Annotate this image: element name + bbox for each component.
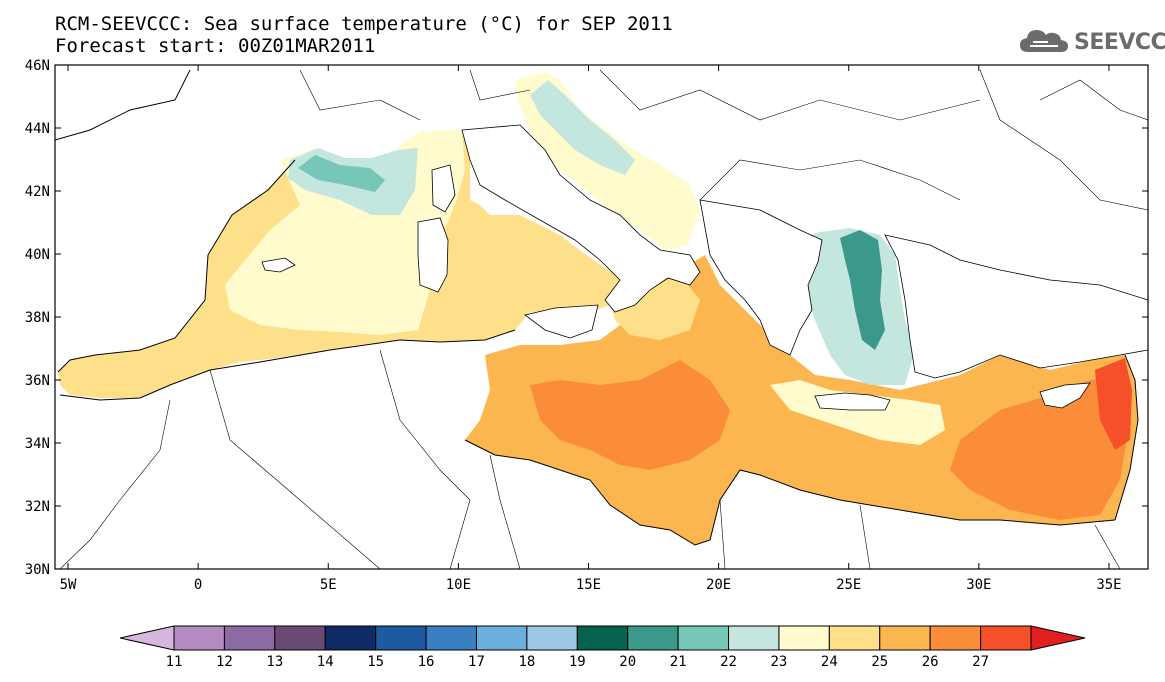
sea-levantine-hot: [1095, 358, 1132, 450]
sea-ionian-light: [610, 275, 700, 340]
sea-crete-light: [770, 380, 945, 445]
lat-tick-label: 44N: [25, 121, 50, 137]
colorbar-under-triangle: [119, 625, 175, 651]
colorbar-label: 16: [418, 654, 435, 670]
cloud-icon: [1020, 30, 1068, 52]
sea-adriatic-cool: [530, 80, 635, 175]
colorbar-label: 25: [871, 654, 888, 670]
land-italy: [461, 124, 701, 313]
lat-tick-label: 42N: [25, 184, 50, 200]
colorbar-swatch: [828, 625, 881, 651]
seevccc-logo: SEEVCCC: [1018, 26, 1165, 58]
colorbar-swatch: [677, 625, 730, 651]
colorbar-label: 13: [266, 654, 283, 670]
colorbar-label: 14: [317, 654, 334, 670]
land-sicily: [524, 304, 599, 339]
colorbar-swatch: [929, 625, 982, 651]
colorbar-swatch: [425, 625, 477, 651]
lon-tick-label: 30E: [966, 577, 991, 593]
longitude-ticks: 5W 0 5E 10E 15E 20E 25E 30E 35E: [60, 65, 1122, 593]
colorbar-swatch: [526, 625, 578, 651]
colorbar-label: 11: [166, 654, 183, 670]
latitude-ticks: 30N 32N 34N 36N 38N 40N 42N 44N 46N: [25, 58, 1148, 578]
lon-tick-label: 0: [194, 577, 202, 593]
colorbar-label: 20: [619, 654, 636, 670]
logo-text: SEEVCCC: [1074, 30, 1165, 55]
colorbar-label: 27: [972, 654, 989, 670]
colorbar-label: 26: [922, 654, 939, 670]
lat-tick-label: 40N: [25, 247, 50, 263]
land-crete: [814, 392, 891, 411]
colorbar-label: 23: [771, 654, 788, 670]
chart-subtitle: Forecast start: 00Z01MAR2011: [55, 35, 376, 57]
lat-tick-label: 38N: [25, 310, 50, 326]
colorbar-label: 18: [518, 654, 535, 670]
colorbar-label: 15: [367, 654, 384, 670]
lat-tick-label: 46N: [25, 58, 50, 74]
lat-tick-label: 36N: [25, 373, 50, 389]
colorbar-swatch: [173, 625, 225, 651]
colorbar-label: 21: [670, 654, 687, 670]
land-turkey-coast: [884, 234, 1148, 379]
colorbar-swatch: [223, 625, 276, 651]
colorbar-label: 12: [216, 654, 233, 670]
sea-aegean-cold: [840, 230, 885, 350]
colorbar-label: 24: [821, 654, 838, 670]
land-greece: [699, 199, 823, 356]
colorbar-swatch: [475, 625, 528, 651]
lon-tick-label: 15E: [576, 577, 601, 593]
colorbar-swatch: [274, 625, 326, 651]
land-sardinia: [417, 217, 449, 293]
chart-title: RCM-SEEVCCC: Sea surface temperature (°C…: [55, 13, 673, 35]
lon-tick-label: 10E: [446, 577, 471, 593]
colorbar-swatch: [627, 625, 679, 651]
sea-gulf-of-lion-cold: [298, 155, 385, 192]
lon-tick-label: 25E: [836, 577, 861, 593]
colorbar-swatch: [879, 625, 931, 651]
lon-tick-label: 5E: [320, 577, 337, 593]
colorbar-swatch: [778, 625, 830, 651]
colorbar-label: 17: [468, 654, 485, 670]
colorbar-swatch: [728, 625, 780, 651]
lat-tick-label: 30N: [25, 562, 50, 578]
sea-warm-core-1: [530, 360, 730, 470]
colorbar-label: 19: [569, 654, 586, 670]
lon-tick-label: 5W: [60, 577, 77, 593]
colorbar-swatch: [576, 625, 629, 651]
land-corsica: [431, 164, 456, 213]
colorbar-swatch: [375, 625, 427, 651]
lon-tick-label: 20E: [706, 577, 731, 593]
land-balearics: [261, 257, 296, 273]
lat-tick-label: 34N: [25, 436, 50, 452]
colorbar-label: 22: [720, 654, 737, 670]
colorbar-swatch: [980, 625, 1032, 651]
lon-tick-label: 35E: [1096, 577, 1121, 593]
colorbar-swatch: [324, 625, 377, 651]
sea-warm-core-2: [950, 375, 1130, 520]
lat-tick-label: 32N: [25, 499, 50, 515]
colorbar-over-triangle: [1030, 625, 1086, 651]
land-cyprus: [1039, 382, 1091, 409]
